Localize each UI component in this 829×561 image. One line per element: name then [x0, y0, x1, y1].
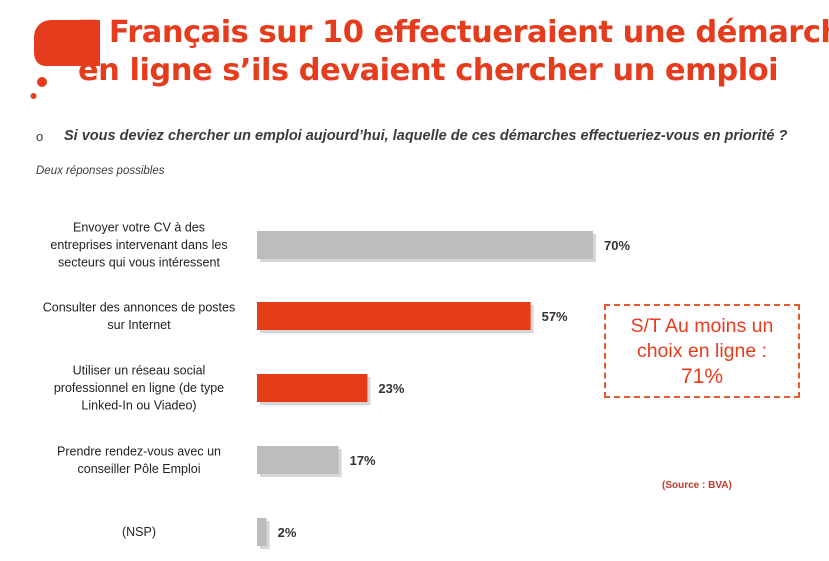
- source-note: (Source : BVA): [662, 480, 732, 491]
- page-title: 7 Français sur 10 effectueraient une dém…: [78, 14, 829, 90]
- bar: [257, 518, 267, 546]
- survey-question: o Si vous deviez chercher un emploi aujo…: [36, 127, 806, 146]
- bar: [257, 302, 531, 330]
- bar-value-label: 17%: [350, 453, 376, 468]
- callout-label: S/T Au moins un choix en ligne :: [630, 315, 774, 362]
- bar-value-label: 23%: [378, 381, 404, 396]
- bar-value-label: 70%: [604, 238, 630, 253]
- online-subtotal-callout: S/T Au moins un choix en ligne : 71%: [604, 304, 800, 398]
- category-label: Utiliser un réseau social professionnel e…: [54, 364, 224, 413]
- response-note: Deux réponses possibles: [36, 165, 165, 177]
- bar: [257, 231, 593, 259]
- title-line-1: 7 Français sur 10 effectueraient une dém…: [78, 15, 829, 50]
- callout-value: 71%: [680, 365, 724, 388]
- question-bullet: o: [36, 129, 44, 144]
- title-line-2: en ligne s’ils devaient chercher un empl…: [78, 53, 779, 88]
- bar-value-label: 57%: [542, 309, 568, 324]
- bar: [257, 446, 339, 474]
- question-text: Si vous deviez chercher un emploi aujour…: [64, 128, 788, 144]
- category-label: Envoyer votre CV à des entreprises interv…: [50, 221, 227, 270]
- category-label: (NSP): [122, 525, 156, 539]
- title-decoration-shape: [30, 20, 100, 99]
- bar: [257, 374, 368, 402]
- category-label: Prendre rendez-vous avec un conseiller Pô…: [57, 444, 221, 476]
- category-label: Consulter des annonces de postes sur Inte…: [43, 300, 236, 332]
- bar-value-label: 2%: [278, 525, 297, 540]
